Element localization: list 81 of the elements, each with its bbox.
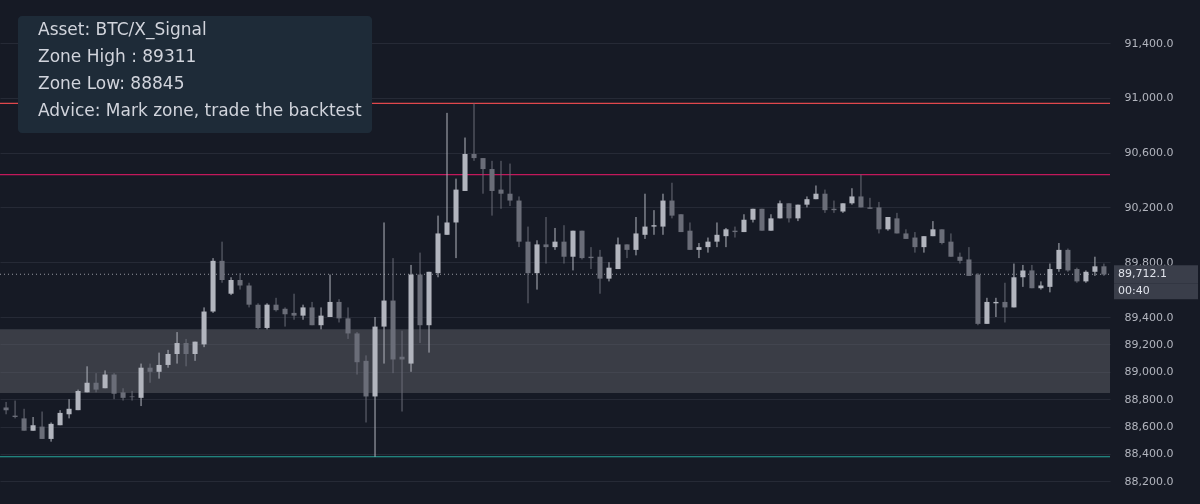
candlestick (471, 102, 477, 162)
candlestick (1056, 242, 1062, 273)
y-tick-label: 88,200.0 (1124, 474, 1174, 488)
candlestick (345, 306, 351, 340)
y-tick-label: 90,200.0 (1124, 200, 1174, 214)
candlestick (543, 216, 549, 265)
candlestick (561, 224, 567, 265)
candlestick (1038, 280, 1044, 291)
candlestick (336, 298, 342, 323)
candlestick (327, 274, 333, 318)
candlestick (651, 209, 657, 236)
candlestick (318, 306, 324, 330)
candlestick (876, 201, 882, 234)
candlestick (552, 227, 558, 251)
candlestick (957, 252, 963, 265)
candlestick (264, 302, 270, 330)
candlestick (714, 221, 720, 248)
y-tick-label: 88,400.0 (1124, 447, 1174, 461)
candlestick (174, 331, 180, 365)
candlestick (246, 282, 252, 308)
candlestick (633, 216, 639, 256)
candlestick (597, 249, 603, 295)
candlestick (984, 297, 990, 325)
candlestick (219, 241, 225, 284)
candlestick (822, 189, 828, 214)
candlestick (867, 197, 873, 210)
candlestick (696, 242, 702, 259)
candlestick (705, 237, 711, 254)
y-tick-label: 89,000.0 (1124, 365, 1174, 379)
candlestick (1020, 264, 1026, 288)
y-tick-label: 91,400.0 (1124, 36, 1174, 50)
candlestick (120, 387, 126, 402)
candlestick (1047, 263, 1053, 293)
candlestick (147, 363, 153, 384)
candlestick (1092, 256, 1098, 277)
candlestick (444, 112, 450, 236)
candlestick (858, 174, 864, 208)
candlestick (507, 163, 513, 207)
candlestick (1065, 248, 1071, 273)
candlestick (948, 232, 954, 258)
ref-line-label: 89,712.1 (1118, 267, 1167, 281)
candlestick (3, 401, 9, 415)
candlestick (39, 411, 45, 440)
candlestick (480, 157, 486, 195)
candlestick (669, 182, 675, 219)
candlestick (21, 408, 27, 432)
y-tick-label: 91,000.0 (1124, 91, 1174, 105)
text: 00:40 (1118, 284, 1150, 298)
candlestick (30, 416, 36, 432)
candlestick (687, 221, 693, 251)
candlestick (93, 372, 99, 393)
candlestick (255, 302, 261, 330)
candlestick (624, 243, 630, 259)
candlestick (786, 202, 792, 223)
candlestick (606, 261, 612, 282)
candlestick (930, 220, 936, 237)
candlestick (723, 227, 729, 248)
candlestick (291, 293, 297, 321)
y-tick-label: 88,600.0 (1124, 420, 1174, 434)
candlestick (642, 193, 648, 240)
annotation: Zone Low: 88845 (38, 73, 185, 93)
candlestick (84, 365, 90, 393)
candlestick (498, 160, 504, 210)
candlestick (129, 390, 135, 402)
y-tick-label: 89,400.0 (1124, 310, 1174, 324)
candlestick (849, 187, 855, 206)
candlestick (966, 246, 972, 277)
y-tick-label: 88,800.0 (1124, 392, 1174, 406)
annotation: Advice: Mark zone, trade the backtest (38, 100, 362, 120)
annotation: Asset: BTC/X_Signal (38, 19, 207, 40)
candlestick (48, 421, 54, 443)
y-tick-label: 89,200.0 (1124, 337, 1174, 351)
candlestick (912, 231, 918, 254)
annotation: Zone High : 89311 (38, 46, 197, 66)
candlestick (804, 195, 810, 208)
candlestick (156, 352, 162, 380)
y-tick-label: 90,600.0 (1124, 146, 1174, 160)
candlestick (183, 338, 189, 367)
candlestick (489, 160, 495, 217)
candlestick (111, 372, 117, 400)
y-tick-label: 89,800.0 (1124, 255, 1174, 269)
